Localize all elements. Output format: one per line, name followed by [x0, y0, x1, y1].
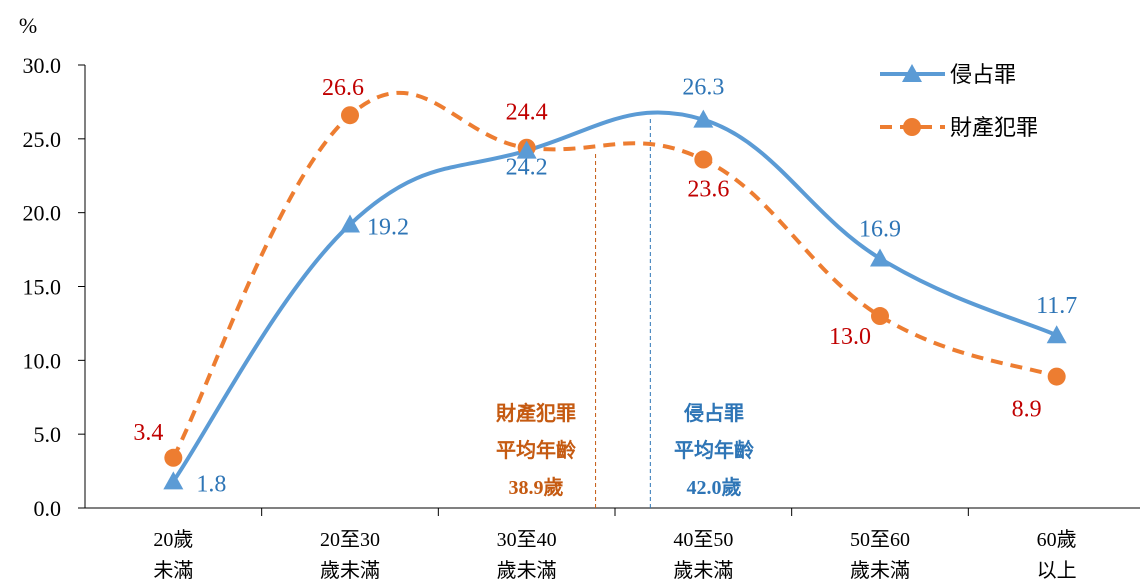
data-label: 3.4 — [133, 420, 163, 446]
data-label: 24.4 — [506, 100, 548, 126]
x-category-label: 30至40 — [497, 529, 557, 551]
average-age-annotation-text: 平均年齡 — [674, 438, 754, 462]
data-point-marker — [163, 471, 184, 490]
x-category-label: 未滿 — [153, 559, 193, 582]
legend-marker — [903, 118, 921, 136]
y-tick-label: 10.0 — [23, 348, 62, 373]
data-point-marker — [516, 140, 537, 159]
data-point-marker — [1046, 325, 1067, 344]
x-category-label: 以上 — [1037, 559, 1077, 582]
data-label: 16.9 — [859, 216, 901, 242]
y-tick-label: 0.0 — [34, 496, 62, 521]
legend-label: 財產犯罪 — [950, 116, 1038, 141]
x-category-label: 歲未滿 — [320, 559, 380, 582]
data-point-marker — [1047, 367, 1066, 386]
data-label: 11.7 — [1036, 293, 1077, 319]
y-tick-label: 15.0 — [23, 275, 62, 300]
x-category-label: 20歲 — [153, 528, 193, 551]
average-age-annotation-text: 42.0歲 — [687, 475, 742, 499]
legend-label: 侵占罪 — [950, 63, 1016, 88]
series-layer — [163, 91, 1067, 490]
data-label: 8.9 — [1012, 397, 1042, 423]
data-label: 24.2 — [506, 155, 548, 181]
data-label: 1.8 — [196, 471, 226, 497]
average-age-annotation-text: 侵占罪 — [683, 401, 744, 425]
y-tick-label: 30.0 — [23, 53, 62, 78]
series-line-0 — [171, 110, 1058, 483]
x-category-label: 40至50 — [673, 529, 733, 551]
data-label: 26.3 — [682, 75, 724, 101]
data-label: 13.0 — [829, 324, 871, 350]
y-axis-unit-label: % — [19, 13, 37, 38]
data-label: 26.6 — [322, 75, 364, 101]
data-labels: 1.8 19.2 24.2 26.3 16.9 11.7 3.4 26.6 24.4 23.6 13… — [133, 75, 1077, 498]
x-category-label: 歲未滿 — [850, 559, 910, 582]
x-category-label: 歲未滿 — [673, 559, 733, 582]
y-tick-label: 20.0 — [23, 201, 62, 226]
y-tick-label: 25.0 — [23, 127, 62, 152]
data-label: 19.2 — [367, 214, 409, 240]
x-category-label: 歲未滿 — [497, 559, 557, 582]
data-label: 23.6 — [687, 177, 729, 203]
x-category-label: 60歲 — [1037, 528, 1077, 551]
legend-marker — [902, 64, 922, 82]
y-tick-label: 5.0 — [34, 422, 62, 447]
average-age-annotation-text: 平均年齡 — [496, 438, 576, 462]
data-point-marker — [871, 307, 889, 326]
x-category-label: 20至30 — [320, 529, 380, 551]
data-point-marker — [341, 106, 359, 125]
data-point-marker — [693, 109, 714, 128]
average-age-annotation-text: 38.9歲 — [509, 475, 564, 499]
x-category-label: 50至60 — [850, 529, 910, 551]
data-point-marker — [694, 150, 713, 169]
data-point-marker — [340, 214, 360, 233]
data-point-marker — [164, 448, 183, 467]
y-axis-ticks: 0.0 5.0 10.0 15.0 20.0 25.0 30.0 — [23, 53, 85, 521]
average-age-annotation-text: 財產犯罪 — [496, 401, 576, 425]
data-point-marker — [870, 248, 890, 267]
